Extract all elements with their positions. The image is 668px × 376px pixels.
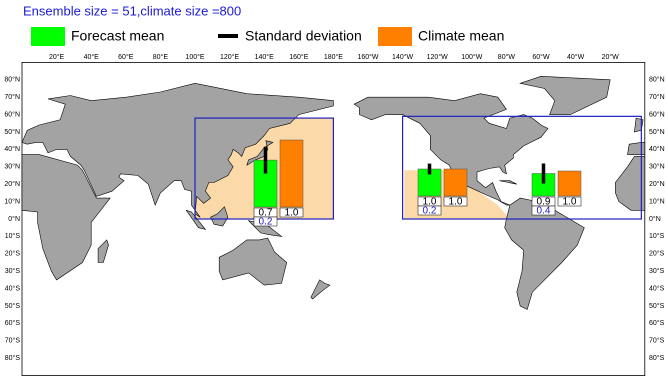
forecast-label: 1.0 [423, 197, 437, 208]
lon-tick-label: 160°W [357, 53, 378, 61]
lat-tick-label: 50°N [4, 128, 20, 136]
label-box [417, 205, 442, 216]
lon-tick-label: 180°E [324, 53, 343, 61]
legend-label: Forecast mean [71, 28, 164, 44]
legend: Forecast mean Standard deviation Climate m… [31, 27, 504, 46]
lat-tick-label: 30°S [649, 267, 665, 275]
lat-tick-label: 40°N [4, 145, 20, 153]
lon-tick-label: 60°W [532, 53, 550, 61]
lat-tick-label: 70°S [649, 337, 665, 345]
land [499, 180, 517, 185]
climate-label: 1.0 [563, 197, 577, 208]
land [218, 237, 288, 286]
lon-tick-label: 20°E [49, 53, 65, 61]
lat-tick-label: 30°N [4, 163, 20, 171]
lat-tick-label: 70°N [649, 93, 665, 101]
lat-tick-label: 20°S [649, 250, 665, 258]
land [310, 279, 331, 300]
std-label: 0.4 [537, 206, 551, 217]
lat-tick-label: 40°N [649, 145, 665, 153]
land [210, 206, 229, 227]
climate-label: 1.0 [285, 208, 299, 219]
lat-tick-label: 80°S [649, 354, 665, 362]
label-box [531, 205, 556, 216]
lat-tick-label: 30°N [649, 163, 665, 171]
lat-tick-label: 60°S [5, 319, 21, 327]
lat-tick-label: 60°S [649, 319, 665, 327]
climate-label: 1.0 [449, 197, 463, 208]
lat-tick-label: 10°N [4, 197, 20, 205]
lat-tick-label: 0°N [8, 215, 20, 223]
legend-label: Standard deviation [245, 28, 362, 44]
lon-tick-label: 80°E [153, 53, 169, 61]
legend-swatch [378, 27, 412, 46]
lat-tick-label: 50°N [649, 128, 665, 136]
lat-tick-label: 80°S [5, 354, 21, 362]
label-box [443, 196, 468, 207]
legend-label: Climate mean [418, 28, 504, 44]
land [519, 75, 611, 115]
land [615, 156, 646, 211]
std-label: 0.2 [259, 217, 273, 228]
lon-tick-label: 20°W [602, 53, 620, 61]
lat-tick-label: 10°S [649, 232, 665, 240]
map: 0.7 1.00.21.0 1.00.20.9 1.00.4 [21, 62, 646, 376]
lon-tick-label: 100°E [185, 53, 204, 61]
land [21, 154, 111, 281]
lat-tick-label: 60°N [649, 110, 665, 118]
lat-tick-label: 20°N [649, 180, 665, 188]
lon-tick-label: 60°E [118, 53, 134, 61]
lon-tick-label: 80°W [498, 53, 516, 61]
lat-tick-label: 0°N [649, 215, 661, 223]
land [185, 209, 207, 230]
lat-tick-label: 10°N [649, 197, 665, 205]
forecast-label: 0.7 [259, 208, 273, 219]
lat-tick-label: 80°N [4, 76, 20, 84]
lon-tick-label: 120°W [427, 53, 448, 61]
lat-tick-label: 40°S [649, 284, 665, 292]
label-box [557, 196, 582, 207]
lat-tick-label: 20°N [4, 180, 20, 188]
land [353, 93, 549, 206]
lat-tick-label: 50°S [5, 302, 21, 310]
legend-swatch [31, 27, 65, 46]
header-line: Ensemble size = 51,climate size =800 [23, 3, 241, 18]
lon-tick-label: 160°E [289, 53, 308, 61]
lat-tick-label: 80°N [649, 76, 665, 84]
lat-tick-label: 20°S [5, 250, 21, 258]
label-box [253, 216, 278, 227]
lat-tick-label: 60°N [4, 110, 20, 118]
std-label: 0.2 [423, 206, 437, 217]
lon-tick-label: 140°E [255, 53, 274, 61]
lon-tick-label: 140°W [392, 53, 413, 61]
label-box [279, 207, 304, 218]
lon-tick-label: 40°E [84, 53, 100, 61]
land [21, 82, 334, 218]
climate-bar [557, 170, 582, 197]
forecast-label: 0.9 [537, 197, 551, 208]
lon-tick-label: 40°W [567, 53, 585, 61]
climate-bar [279, 139, 304, 208]
lon-tick-label: 120°E [220, 53, 239, 61]
lat-tick-label: 70°S [5, 337, 21, 345]
lon-tick-label: 100°W [461, 53, 482, 61]
region-box [402, 115, 642, 220]
land [97, 239, 109, 263]
lat-tick-label: 10°S [5, 232, 21, 240]
climate-bar [443, 168, 468, 197]
lat-tick-label: 50°S [649, 302, 665, 310]
lat-tick-label: 30°S [5, 267, 21, 275]
lat-tick-label: 70°N [4, 93, 20, 101]
land [627, 142, 646, 155]
lat-tick-label: 40°S [5, 284, 21, 292]
